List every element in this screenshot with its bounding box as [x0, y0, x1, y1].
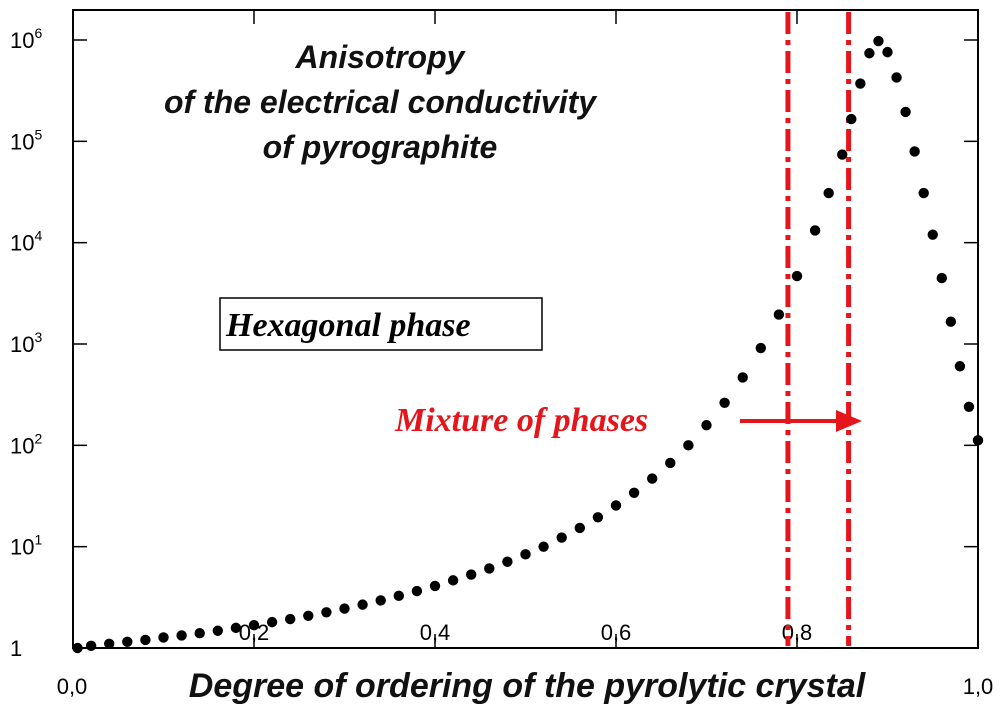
- x-tick-label: 0,6: [601, 620, 632, 645]
- data-point: [538, 541, 549, 552]
- data-point: [701, 420, 712, 431]
- phase-boundary-lines: [785, 12, 852, 646]
- mixture-arrow-head: [836, 410, 862, 432]
- y-tick-label: 1: [10, 636, 22, 661]
- y-tick-label: 103: [10, 329, 42, 357]
- data-point: [809, 225, 821, 236]
- y-tick-label: 106: [10, 25, 42, 53]
- data-point: [755, 342, 766, 354]
- y-tick-exponent: 1: [34, 532, 42, 548]
- y-tick-exponent: 4: [34, 228, 42, 244]
- y-tick-label: 104: [10, 228, 42, 256]
- data-point: [719, 397, 730, 408]
- data-point: [683, 440, 694, 451]
- y-tick-exponent: 6: [34, 25, 42, 41]
- data-point: [248, 619, 260, 631]
- data-point: [194, 627, 205, 639]
- data-point: [429, 580, 441, 592]
- data-point: [140, 634, 151, 646]
- data-point: [285, 613, 296, 625]
- data-point: [212, 625, 223, 636]
- data-point: [357, 599, 368, 610]
- data-point: [864, 48, 875, 59]
- plot-frame: [72, 9, 979, 649]
- data-point: [85, 640, 97, 652]
- data-point: [520, 549, 531, 560]
- data-point: [447, 575, 459, 586]
- data-point: [592, 512, 604, 523]
- data-point: [963, 401, 975, 413]
- hexagonal-phase-label: Hexagonal phase: [225, 307, 471, 344]
- data-point: [936, 272, 947, 284]
- data-points: [72, 35, 984, 654]
- data-point: [837, 149, 848, 160]
- chart-title-line-1: Anisotropy: [295, 39, 467, 75]
- data-point: [918, 187, 929, 199]
- data-point: [72, 642, 83, 654]
- data-point: [484, 563, 495, 574]
- chart-title-line-3: of pyrographite: [263, 129, 498, 165]
- x-tick-label: 0,4: [420, 620, 451, 645]
- y-tick-exponent: 2: [34, 430, 42, 446]
- data-point: [104, 638, 115, 650]
- data-point: [900, 106, 911, 118]
- data-point: [846, 113, 857, 125]
- data-point: [737, 372, 748, 383]
- chart-text: Anisotropy of the electrical conductivit…: [164, 39, 867, 705]
- data-point: [791, 270, 803, 282]
- data-point: [927, 229, 938, 240]
- data-point: [855, 78, 866, 89]
- data-point: [972, 435, 984, 446]
- data-point: [823, 187, 834, 199]
- data-point: [411, 585, 423, 597]
- data-point: [339, 603, 350, 614]
- data-point: [266, 616, 278, 628]
- mixture-of-phases-label: Mixture of phases: [394, 402, 648, 439]
- y-tick-label: 102: [10, 430, 42, 458]
- data-point: [303, 610, 314, 621]
- data-point: [954, 361, 966, 372]
- data-point: [466, 569, 477, 580]
- data-point: [882, 46, 893, 58]
- data-point: [574, 522, 585, 534]
- x-tick-label: 0,0: [57, 674, 88, 699]
- data-point: [773, 309, 785, 320]
- data-point: [556, 532, 567, 543]
- x-tick-label: 1,0: [963, 674, 994, 699]
- data-point: [610, 500, 622, 511]
- data-point: [873, 35, 884, 47]
- y-tick-label: 105: [10, 126, 42, 154]
- y-tick-label: 101: [10, 532, 42, 560]
- data-point: [647, 473, 658, 484]
- data-point: [158, 632, 169, 643]
- x-axis-label: Degree of ordering of the pyrolytic crys…: [189, 667, 867, 705]
- data-point: [628, 487, 640, 499]
- data-point: [393, 590, 404, 602]
- data-point: [122, 636, 133, 648]
- data-point: [321, 607, 332, 618]
- data-point: [945, 316, 957, 327]
- data-point: [665, 457, 676, 469]
- y-tick-exponent: 3: [34, 329, 42, 345]
- data-point: [176, 630, 187, 641]
- data-point: [891, 72, 902, 83]
- data-point: [909, 146, 920, 157]
- data-point: [230, 622, 242, 634]
- data-point: [502, 556, 513, 567]
- data-point: [375, 595, 386, 606]
- chart-title-line-2: of the electrical conductivity: [164, 84, 598, 120]
- hexagonal-phase-box: [219, 297, 543, 351]
- y-tick-exponent: 5: [34, 126, 42, 142]
